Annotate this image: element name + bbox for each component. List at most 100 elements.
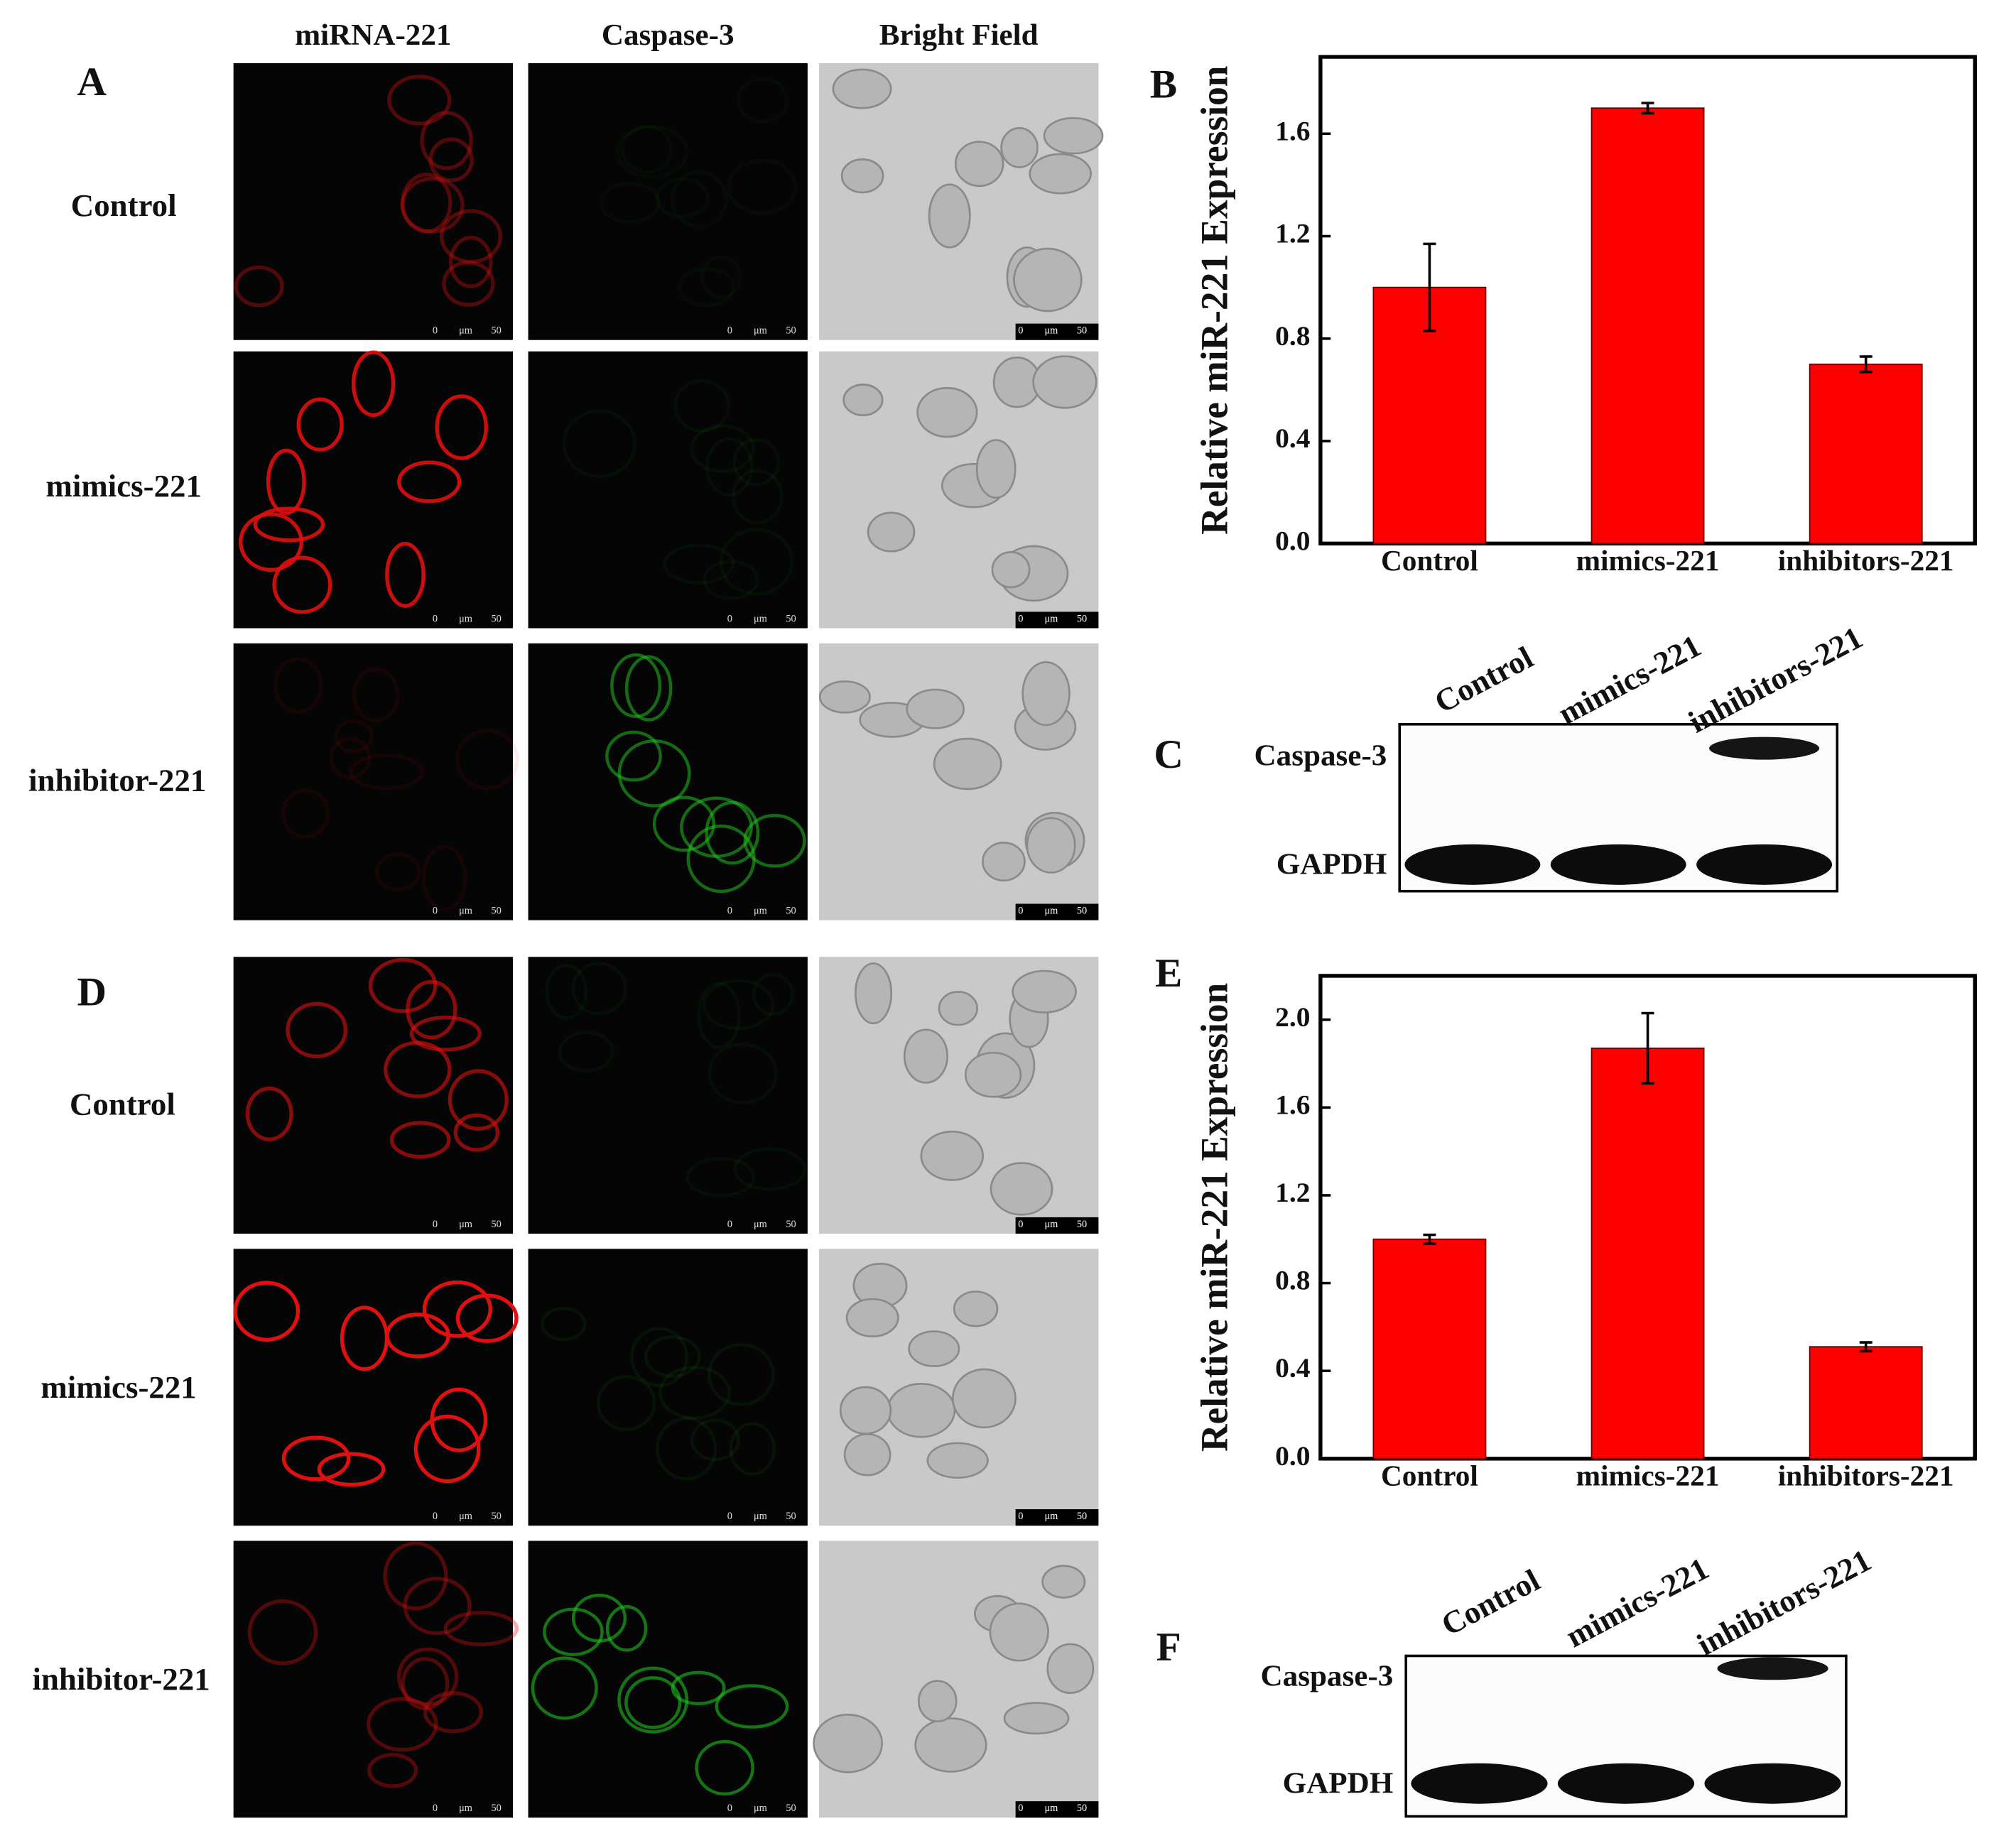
cell <box>887 1383 956 1438</box>
cell <box>367 1753 418 1788</box>
cell <box>610 653 662 719</box>
cell <box>990 1162 1053 1216</box>
cell <box>621 125 673 174</box>
scale-bar-box <box>1015 903 1099 920</box>
y-tick-label: 0.0 <box>1275 1440 1310 1472</box>
cell <box>839 1386 892 1435</box>
micrograph <box>528 1540 808 1818</box>
cell <box>1032 355 1098 409</box>
micrograph <box>528 957 808 1234</box>
cell <box>409 1015 482 1052</box>
cell <box>453 1113 500 1152</box>
cell <box>840 158 884 194</box>
scale-bar-label: μm <box>459 1219 472 1230</box>
error-bar <box>1423 1233 1436 1245</box>
cell <box>690 1418 740 1462</box>
cell <box>413 1414 481 1484</box>
cell <box>349 754 425 790</box>
scale-bar-label: 0 <box>1018 906 1023 917</box>
micrograph <box>528 351 808 629</box>
cell <box>334 719 374 754</box>
error-bar <box>1859 1341 1873 1353</box>
scale-bar-label: 50 <box>1077 1219 1087 1230</box>
bar <box>1809 1346 1923 1460</box>
error-bar <box>1641 1011 1654 1085</box>
cell <box>705 437 754 497</box>
x-tick-label: inhibitors-221 <box>1778 1460 1954 1492</box>
cell <box>700 255 742 299</box>
scale-bar-label: 0 <box>1018 1511 1023 1522</box>
cell <box>964 1051 1022 1098</box>
cell <box>605 730 662 782</box>
cell <box>543 1607 604 1656</box>
scale-bar-label: 50 <box>491 906 501 917</box>
cell <box>272 555 332 614</box>
cell <box>428 137 474 183</box>
cell <box>1029 153 1093 195</box>
cell <box>443 1611 519 1646</box>
cell <box>1021 661 1071 727</box>
cell <box>385 541 426 608</box>
scale-bar-label: μm <box>754 325 767 337</box>
micrograph <box>233 957 514 1234</box>
scale-bar-label: 0 <box>727 1511 732 1522</box>
cell <box>403 1577 472 1636</box>
scale-bar-label: μm <box>459 1803 472 1814</box>
cell <box>736 77 788 124</box>
scale-bar-label: 0 <box>1018 1219 1023 1230</box>
cell <box>656 1416 717 1481</box>
cell <box>903 1028 949 1084</box>
cell <box>387 75 452 126</box>
scale-bar-label: 0 <box>433 1219 438 1230</box>
x-tick-label: inhibitors-221 <box>1778 544 1954 577</box>
bar <box>1372 1238 1487 1460</box>
scale-bar-label: 50 <box>491 1803 501 1814</box>
cell <box>954 141 1004 187</box>
cell <box>729 1422 776 1476</box>
cell <box>708 1043 778 1104</box>
scale-bar-label: 50 <box>786 1511 796 1522</box>
cell <box>558 1031 614 1072</box>
scale-bar-label: 0 <box>433 906 438 917</box>
cell <box>352 350 396 418</box>
cell <box>989 1602 1049 1662</box>
cell <box>571 962 627 1016</box>
cell <box>448 236 493 288</box>
cell <box>245 1086 293 1141</box>
cell <box>531 1656 598 1720</box>
cell <box>752 972 794 1016</box>
cell <box>281 788 330 839</box>
cell <box>389 1121 451 1159</box>
cell <box>690 424 755 473</box>
scale-bar-label: 50 <box>1077 1511 1087 1522</box>
cell <box>832 68 892 109</box>
cell <box>368 957 438 1013</box>
cell <box>663 543 735 585</box>
row-label: inhibitor-221 <box>28 763 206 798</box>
scale-bar-label: 50 <box>1077 613 1087 624</box>
cell <box>743 813 806 868</box>
cell <box>658 1366 731 1420</box>
gapdh-band <box>1411 1763 1548 1804</box>
caspase-band <box>1717 1657 1828 1680</box>
cell <box>731 469 784 525</box>
cell <box>440 209 503 264</box>
scale-bar-label: 0 <box>433 1511 438 1522</box>
cell <box>1012 969 1077 1013</box>
gapdh-band <box>1404 844 1541 885</box>
cell <box>680 796 753 858</box>
blot-row-label: Caspase-3 <box>1261 1659 1394 1692</box>
cell <box>1003 1702 1070 1735</box>
x-tick-label: Control <box>1381 1460 1478 1492</box>
scale-bar-label: μm <box>754 613 767 624</box>
y-tick-label: 0.0 <box>1275 525 1310 556</box>
scale-bar-label: 50 <box>786 613 796 624</box>
y-tick-label: 2.0 <box>1275 1001 1310 1033</box>
scale-bar-label: 0 <box>727 1219 732 1230</box>
bar <box>1809 363 1923 545</box>
row-label: Control <box>71 187 177 223</box>
scale-bar-label: 50 <box>786 325 796 337</box>
cell <box>406 979 457 1040</box>
y-tick-label: 0.8 <box>1275 1265 1310 1296</box>
